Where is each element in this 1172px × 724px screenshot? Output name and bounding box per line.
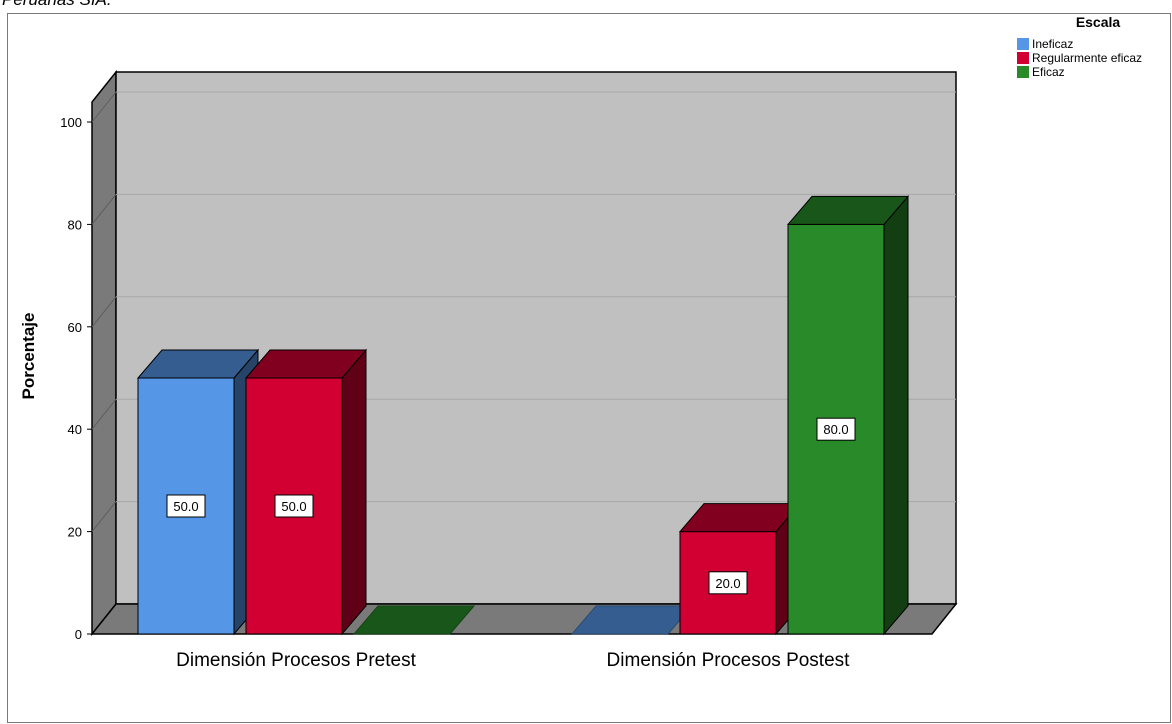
data-label: 50.0 — [166, 494, 206, 518]
legend-swatch — [1017, 38, 1029, 50]
left-wall — [91, 69, 117, 637]
data-label-box — [166, 494, 206, 518]
bar-eficaz — [352, 605, 476, 635]
chart-frame — [7, 13, 1171, 723]
legend-swatch — [1017, 52, 1029, 64]
data-label-box — [816, 417, 856, 441]
data-label: 20.0 — [708, 571, 748, 595]
y-tick-label: 20 — [68, 525, 82, 540]
y-axis-ticks: 0 20 40 60 80 100 — [60, 115, 92, 642]
y-tick-label: 40 — [68, 422, 82, 437]
bar-side — [341, 348, 367, 636]
gridline-side — [91, 501, 117, 532]
data-label: 80.0 — [816, 417, 856, 441]
x-category-label: Dimensión Procesos Pretest — [176, 650, 416, 671]
data-label-text: 20.0 — [715, 576, 740, 591]
legend-entry: Eficaz — [1032, 65, 1065, 79]
bar-ineficaz — [136, 348, 260, 636]
gridline-side — [91, 296, 117, 328]
bar-eficaz — [786, 195, 910, 636]
bar-top — [352, 605, 476, 635]
bar-top — [136, 349, 260, 379]
legend-entry: Ineficaz — [1032, 37, 1073, 51]
bar-top — [786, 195, 910, 225]
bar-top — [244, 349, 368, 379]
legend-title: Escala — [1076, 14, 1121, 30]
y-tick-label: 60 — [68, 320, 82, 335]
x-category-label: Dimensión Procesos Postest — [607, 650, 851, 671]
data-label-text: 80.0 — [823, 422, 848, 437]
data-labels: 50.0 50.0 20.0 80.0 — [166, 417, 856, 595]
gridline-side — [91, 194, 117, 225]
y-axis-label: Porcentaje — [19, 313, 38, 400]
gridline-side — [91, 91, 117, 123]
data-label-text: 50.0 — [173, 499, 198, 514]
legend-swatch — [1017, 66, 1029, 78]
bar-regularmente-eficaz — [244, 348, 368, 636]
x-axis-categories: Dimensión Procesos Pretest Dimensión Proc… — [176, 650, 850, 671]
y-tick-label: 0 — [75, 627, 82, 642]
y-tick-label: 100 — [60, 115, 82, 130]
gridline-side — [91, 398, 117, 430]
data-label-box — [708, 571, 748, 595]
legend-entry: Regularmente eficaz — [1032, 51, 1142, 65]
data-label: 50.0 — [274, 494, 314, 518]
y-tick-label: 80 — [68, 217, 82, 232]
data-label-text: 50.0 — [281, 499, 306, 514]
bar-regularmente-eficaz — [678, 502, 802, 636]
data-label-box — [274, 494, 314, 518]
chart-caption: Peruanas SIA. — [2, 0, 112, 10]
bar-side — [883, 195, 909, 636]
